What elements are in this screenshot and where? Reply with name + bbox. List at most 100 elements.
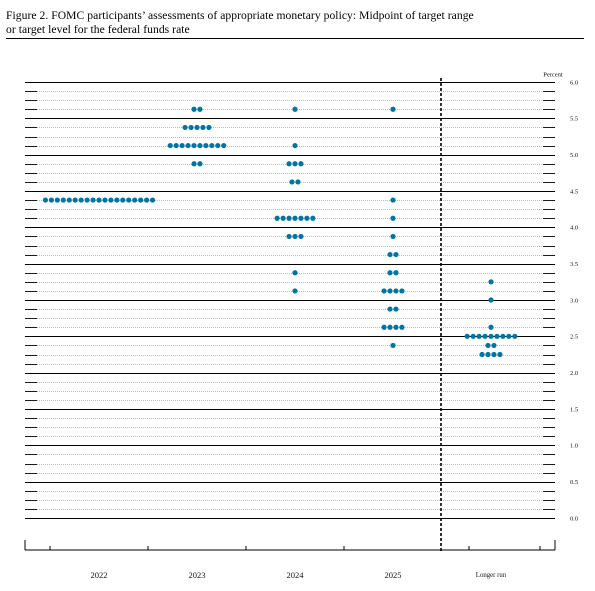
participant-dot	[298, 233, 304, 240]
participant-dot	[393, 324, 399, 330]
participant-dot	[173, 142, 179, 149]
participant-dot	[491, 351, 497, 358]
participant-dot	[149, 197, 156, 203]
participant-dot	[387, 288, 393, 294]
participant-dot	[221, 142, 227, 149]
participant-dot	[381, 288, 387, 294]
participant-dot	[506, 333, 512, 339]
participant-dot	[96, 197, 102, 203]
participant-dot	[292, 161, 298, 167]
y-tick-label: 3.5	[570, 261, 578, 268]
participant-dot	[292, 142, 298, 149]
participant-dot	[292, 288, 298, 294]
participant-dot	[464, 333, 470, 339]
participant-dot	[108, 197, 114, 203]
participant-dot	[188, 124, 194, 131]
participant-dot	[298, 215, 304, 221]
y-tick-label: 4.0	[570, 225, 578, 232]
figure-caption: Figure 2. FOMC participants’ assessments…	[6, 9, 586, 36]
x-category-label: Longer run	[476, 572, 507, 579]
participant-dot	[84, 197, 90, 203]
participant-dot	[182, 124, 188, 131]
participant-dot	[292, 215, 298, 221]
participant-dot	[292, 270, 298, 276]
participant-dot	[393, 306, 399, 312]
participant-dot	[280, 215, 286, 221]
participant-dot	[286, 233, 292, 240]
participant-dot	[488, 324, 494, 330]
participant-dot	[500, 333, 506, 339]
participant-dot	[206, 124, 212, 131]
participant-dot	[470, 333, 476, 339]
participant-dot	[289, 179, 295, 185]
dots	[42, 106, 518, 358]
participant-dot	[167, 142, 173, 149]
participant-dot	[482, 333, 488, 339]
y-tick-label: 5.0	[570, 152, 578, 159]
participant-dot	[191, 142, 197, 149]
x-category-label: 2024	[287, 570, 305, 580]
participant-dot	[42, 197, 49, 203]
participant-dot	[132, 197, 138, 203]
y-tick-label: 3.0	[570, 297, 578, 304]
participant-dot	[191, 161, 197, 167]
y-tick-label: 1.5	[570, 406, 578, 413]
participant-dot	[304, 215, 310, 221]
participant-dot	[72, 197, 78, 203]
participant-dot	[54, 197, 60, 203]
x-category-label: 2025	[385, 570, 402, 580]
participant-dot	[292, 106, 298, 112]
participant-dot	[120, 197, 126, 203]
participant-dot	[292, 233, 298, 240]
participant-dot	[485, 351, 491, 358]
y-axis-unit-label: Percent	[543, 72, 563, 79]
participant-dot	[144, 197, 150, 203]
participant-dot	[114, 197, 120, 203]
participant-dot	[494, 333, 500, 339]
participant-dot	[194, 124, 200, 131]
participant-dot	[497, 351, 503, 358]
grid-lines	[25, 82, 555, 519]
participant-dot	[295, 179, 301, 185]
participant-dot	[209, 142, 215, 149]
participant-dot	[191, 106, 197, 112]
participant-dot	[215, 142, 221, 149]
labels: 6.0 5.5 5.0 4.5 4.0 3.5 3.0 2.5 2.0 1.5 1.0 0.5 0.0 P…	[91, 72, 579, 581]
participant-dot	[491, 342, 497, 349]
participant-dot	[512, 333, 518, 339]
participant-dot	[200, 124, 206, 131]
participant-dot	[90, 197, 96, 203]
participant-dot	[488, 279, 494, 285]
y-tick-label: 0.0	[570, 515, 578, 522]
x-category-label: 2022	[91, 570, 108, 580]
participant-dot	[102, 197, 108, 203]
y-tick-label: 4.5	[570, 188, 578, 195]
participant-dot	[476, 333, 482, 339]
y-tick-label: 6.0	[570, 79, 578, 86]
participant-dot	[179, 142, 185, 149]
participant-dot	[387, 251, 393, 258]
x-category-label: 2023	[189, 570, 206, 580]
participant-dot	[390, 233, 396, 240]
participant-dot	[197, 106, 203, 112]
participant-dot	[310, 215, 316, 221]
participant-dot	[390, 106, 396, 112]
caption-line-1: Figure 2. FOMC participants’ assessments…	[6, 9, 474, 22]
y-tick-label: 5.5	[570, 116, 578, 123]
participant-dot	[399, 288, 405, 294]
participant-dot	[387, 270, 393, 276]
caption-line-2: or target level for the federal funds ra…	[6, 22, 190, 36]
participant-dot	[387, 324, 393, 330]
participant-dot	[393, 270, 399, 276]
participant-dot	[479, 351, 485, 358]
participant-dot	[286, 161, 292, 167]
participant-dot	[197, 142, 203, 149]
participant-dot	[185, 142, 191, 149]
participant-dot	[138, 197, 144, 203]
caption-rule	[6, 38, 584, 39]
participant-dot	[393, 288, 399, 294]
participant-dot	[381, 324, 387, 330]
participant-dot	[286, 215, 292, 221]
participant-dot	[66, 197, 72, 203]
